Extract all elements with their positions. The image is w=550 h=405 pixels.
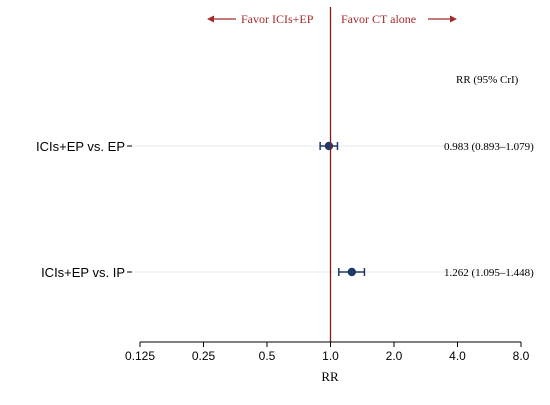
favor-right-label: Favor CT alone xyxy=(341,12,416,26)
x-axis: 0.125 0.25 0.5 1.0 2.0 4.0 8.0 xyxy=(125,341,530,363)
x-tick-label: 4.0 xyxy=(449,349,466,363)
favor-annotation: Favor ICIs+EP Favor CT alone xyxy=(207,12,457,26)
x-axis-title: RR xyxy=(321,369,339,384)
point-estimate xyxy=(324,141,334,151)
favor-left-label: Favor ICIs+EP xyxy=(241,12,314,26)
point-estimate xyxy=(347,267,357,277)
ci-value-text: 1.262 (1.095–1.448) xyxy=(444,267,534,279)
x-tick-label: 1.0 xyxy=(322,349,339,363)
x-tick-label: 0.125 xyxy=(125,349,155,363)
ci-value-text: 0.983 (0.893–1.079) xyxy=(444,141,534,153)
x-tick-label: 0.5 xyxy=(259,349,276,363)
x-tick-label: 0.25 xyxy=(192,349,216,363)
x-tick-label: 2.0 xyxy=(386,349,403,363)
row-label: ICIs+EP vs. EP xyxy=(36,139,125,154)
favor-left-arrowhead xyxy=(207,15,214,23)
favor-right-arrowhead xyxy=(450,15,457,23)
x-tick-label: 8.0 xyxy=(513,349,530,363)
rows-layer: ICIs+EP vs. EP 0.983 (0.893–1.079) ICIs+EP… xyxy=(36,139,534,280)
row-label: ICIs+EP vs. IP xyxy=(41,265,125,280)
ci-column-header: RR (95% CrI) xyxy=(456,74,519,86)
